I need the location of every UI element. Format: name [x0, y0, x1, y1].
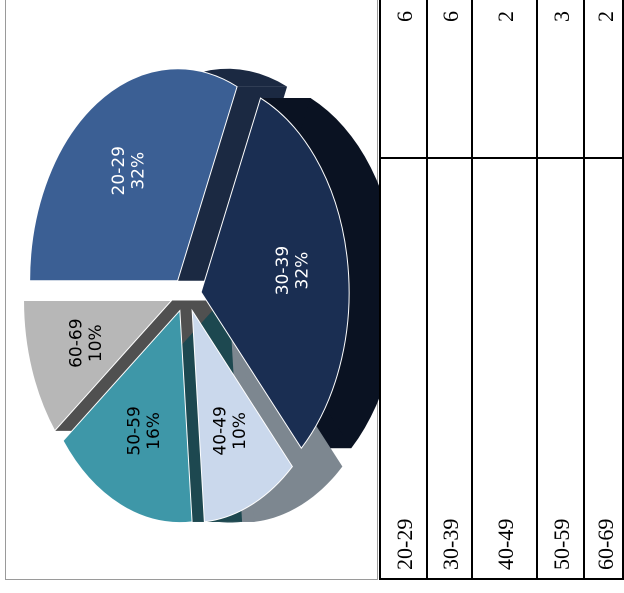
table-grid-line: [379, 578, 624, 580]
pie-label-20-29: 20-2932%: [109, 146, 149, 195]
table-grid-line: [426, 0, 428, 580]
table-row-label: 40-49: [492, 518, 518, 570]
pie-label-50-59: 50-5916%: [125, 406, 165, 455]
table-row-value: 2: [592, 11, 618, 22]
table-row-value: 6: [391, 11, 417, 22]
pie-slice-50-59: [62, 309, 193, 523]
table-grid-line: [622, 0, 624, 580]
table-grid-line: [583, 0, 585, 580]
pie-slice-side-30-39: [260, 98, 379, 449]
pie-label-60-69: 60-6910%: [66, 318, 106, 367]
chart-area: 20-2932% 30-3932% 40-4910% 50-5916% 60-6910%: [5, 0, 379, 580]
pie-slice-30-39: [200, 97, 350, 450]
table-grid-line: [379, 0, 381, 580]
pie-label-40-49: 40-4910%: [211, 406, 251, 455]
table-row-value: 3: [548, 11, 574, 22]
table-row-label: 50-59: [548, 518, 574, 570]
pie-slice-side-40-49: [204, 466, 343, 522]
table-row-label: 20-29: [391, 518, 417, 570]
data-table: 20-29 6 30-39 6 40-49 2 50-59 3 60-69 2: [379, 0, 624, 580]
table-grid-line: [536, 0, 538, 580]
pie-chart: 20-2932% 30-3932% 40-4910% 50-5916% 60-6910%: [23, 68, 379, 523]
table-row-value: 6: [437, 11, 463, 22]
table-grid-line: [379, 157, 624, 159]
table-row-value: 2: [492, 11, 518, 22]
pie-slice-20-29: [29, 68, 238, 282]
table-row-label: 60-69: [592, 518, 618, 570]
pie-slice-60-69: [23, 300, 173, 432]
table-grid-line: [471, 0, 473, 580]
pie-label-30-39: 30-3932%: [273, 246, 313, 295]
pie-slice-40-49: [191, 308, 293, 523]
table-row-label: 30-39: [437, 518, 463, 570]
